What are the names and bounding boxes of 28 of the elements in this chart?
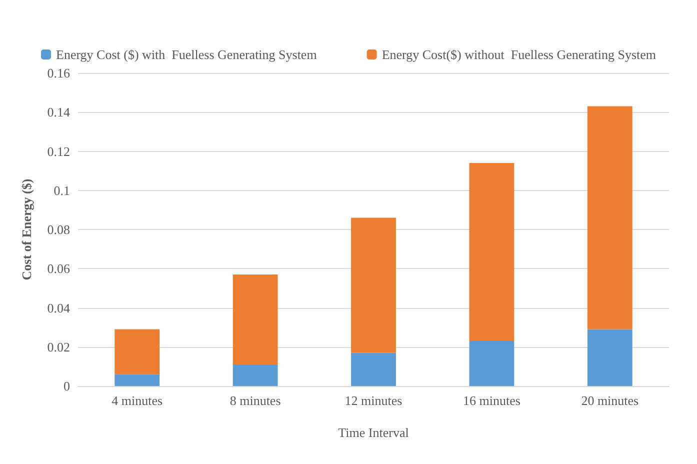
- bar: [351, 352, 396, 386]
- x-tick-label: 4 minutes: [112, 393, 163, 408]
- y-tick-label: 0: [64, 378, 70, 394]
- x-tick-label: 12 minutes: [344, 393, 402, 408]
- bar: [351, 218, 396, 353]
- bar: [469, 341, 514, 386]
- y-tick-label: 0.06: [47, 261, 70, 276]
- y-tick-label: 0.02: [47, 339, 70, 354]
- bar: [587, 329, 632, 386]
- y-tick-label: 0.16: [47, 66, 70, 80]
- y-tick-label: 0.12: [47, 144, 70, 159]
- y-tick-label: 0.1: [54, 182, 70, 198]
- y-tick-label: 0.08: [47, 222, 70, 237]
- x-tick-label: 8 minutes: [230, 393, 281, 408]
- bar: [232, 364, 278, 386]
- y-tick-label: 0.14: [47, 104, 70, 120]
- x-tick-label: 20 minutes: [581, 393, 639, 408]
- bar: [114, 374, 160, 386]
- y-tick-label: 0.04: [47, 300, 70, 316]
- x-axis-title: Time Interval: [338, 425, 410, 440]
- y-axis-title: Cost of Energy ($): [19, 178, 34, 280]
- legend-label: Energy Cost ($) with Fuelless Generating System: [56, 47, 317, 62]
- bar: [587, 106, 632, 330]
- bar: [232, 274, 278, 364]
- legend-label: Energy Cost($) without Fuelless Generating System: [382, 47, 656, 62]
- x-tick-label: 16 minutes: [462, 393, 520, 408]
- bar: [114, 329, 160, 374]
- bar: [469, 162, 514, 342]
